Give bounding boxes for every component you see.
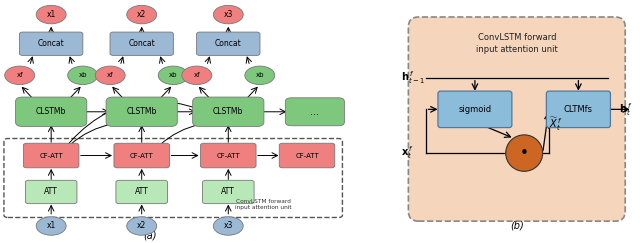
Text: x2: x2 bbox=[137, 221, 147, 231]
Circle shape bbox=[36, 217, 66, 235]
Text: xf: xf bbox=[17, 72, 23, 78]
Text: xb: xb bbox=[79, 72, 87, 78]
Text: xb: xb bbox=[169, 72, 177, 78]
Text: CF-ATT: CF-ATT bbox=[39, 153, 63, 158]
Circle shape bbox=[213, 217, 243, 235]
Circle shape bbox=[4, 66, 35, 85]
Text: (a): (a) bbox=[143, 231, 156, 241]
FancyBboxPatch shape bbox=[202, 180, 254, 204]
FancyBboxPatch shape bbox=[114, 143, 170, 168]
Text: $\mathbf{h}_t^{\,f}$: $\mathbf{h}_t^{\,f}$ bbox=[620, 101, 632, 118]
Text: CLSTMb: CLSTMb bbox=[213, 107, 243, 116]
Text: x3: x3 bbox=[223, 221, 233, 231]
FancyBboxPatch shape bbox=[15, 97, 87, 126]
Text: ATT: ATT bbox=[44, 187, 58, 197]
Circle shape bbox=[506, 135, 543, 171]
FancyBboxPatch shape bbox=[279, 143, 335, 168]
Text: x2: x2 bbox=[137, 10, 147, 19]
FancyBboxPatch shape bbox=[193, 97, 264, 126]
FancyBboxPatch shape bbox=[285, 98, 344, 126]
Text: Concat: Concat bbox=[38, 39, 65, 48]
Text: CF-ATT: CF-ATT bbox=[130, 153, 154, 158]
FancyBboxPatch shape bbox=[196, 32, 260, 55]
Circle shape bbox=[127, 5, 157, 24]
Text: CLSTMb: CLSTMb bbox=[36, 107, 67, 116]
FancyBboxPatch shape bbox=[24, 143, 79, 168]
Text: xf: xf bbox=[107, 72, 113, 78]
Text: CF-ATT: CF-ATT bbox=[295, 153, 319, 158]
Text: (b): (b) bbox=[510, 221, 524, 231]
FancyBboxPatch shape bbox=[438, 91, 512, 128]
Text: ...: ... bbox=[310, 107, 319, 117]
Text: x1: x1 bbox=[47, 221, 56, 231]
FancyBboxPatch shape bbox=[547, 91, 611, 128]
Circle shape bbox=[127, 217, 157, 235]
Text: ATT: ATT bbox=[221, 187, 235, 197]
Text: x1: x1 bbox=[47, 10, 56, 19]
FancyBboxPatch shape bbox=[116, 180, 168, 204]
Circle shape bbox=[182, 66, 212, 85]
Text: $\mathbf{x}_t^{\,f}$: $\mathbf{x}_t^{\,f}$ bbox=[401, 145, 413, 162]
FancyBboxPatch shape bbox=[200, 143, 256, 168]
Circle shape bbox=[245, 66, 275, 85]
Circle shape bbox=[36, 5, 66, 24]
Text: xb: xb bbox=[255, 72, 264, 78]
Text: Concat: Concat bbox=[215, 39, 242, 48]
FancyBboxPatch shape bbox=[110, 32, 173, 55]
Text: ConvLSTM forward
input attention unit: ConvLSTM forward input attention unit bbox=[476, 33, 557, 54]
FancyBboxPatch shape bbox=[26, 180, 77, 204]
Text: $\mathbf{h}_{t-1}^{\,f}$: $\mathbf{h}_{t-1}^{\,f}$ bbox=[401, 69, 425, 86]
Text: ConvLSTM forward
input attention unit: ConvLSTM forward input attention unit bbox=[236, 200, 292, 210]
Text: xf: xf bbox=[193, 72, 200, 78]
Text: CF-ATT: CF-ATT bbox=[216, 153, 240, 158]
Text: •: • bbox=[520, 146, 529, 161]
Text: ATT: ATT bbox=[135, 187, 148, 197]
Text: $\widetilde{X}_t^{\,f}$: $\widetilde{X}_t^{\,f}$ bbox=[550, 115, 563, 133]
FancyBboxPatch shape bbox=[19, 32, 83, 55]
Circle shape bbox=[95, 66, 125, 85]
Circle shape bbox=[68, 66, 98, 85]
Text: x3: x3 bbox=[223, 10, 233, 19]
Text: Concat: Concat bbox=[129, 39, 155, 48]
Text: sigmoid: sigmoid bbox=[458, 105, 492, 114]
Circle shape bbox=[213, 5, 243, 24]
Circle shape bbox=[158, 66, 188, 85]
Text: CLTMfs: CLTMfs bbox=[564, 105, 593, 114]
FancyBboxPatch shape bbox=[408, 17, 625, 221]
FancyBboxPatch shape bbox=[106, 97, 177, 126]
Text: CLSTMb: CLSTMb bbox=[127, 107, 157, 116]
